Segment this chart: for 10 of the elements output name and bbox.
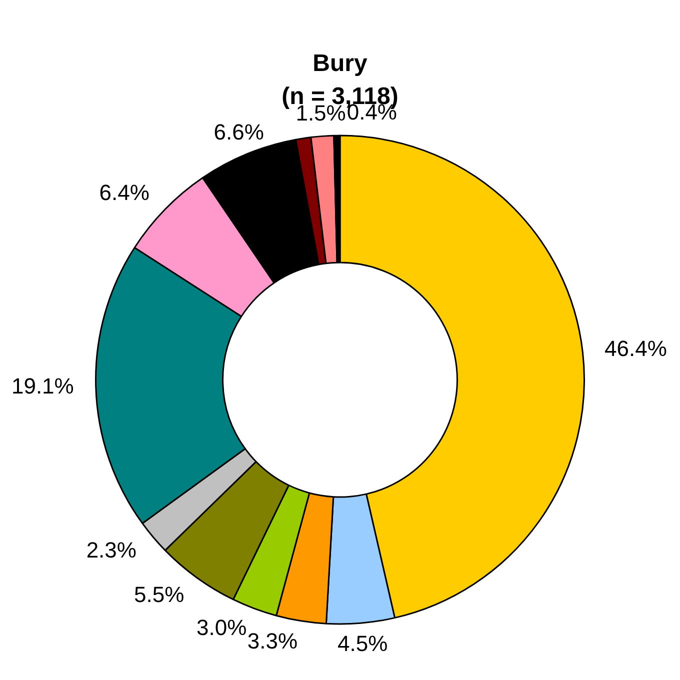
- data-label: 3.3%: [247, 628, 298, 654]
- data-label: 2.3%: [86, 538, 136, 563]
- data-label: 5.5%: [134, 582, 184, 607]
- chart-title: Bury: [312, 50, 368, 78]
- data-label: 3.0%: [196, 615, 247, 640]
- data-label: 6.6%: [214, 120, 264, 145]
- data-label: 4.5%: [337, 631, 388, 656]
- data-label: 6.4%: [99, 180, 150, 205]
- data-label: 46.4%: [604, 336, 667, 361]
- data-label: 19.1%: [11, 373, 74, 398]
